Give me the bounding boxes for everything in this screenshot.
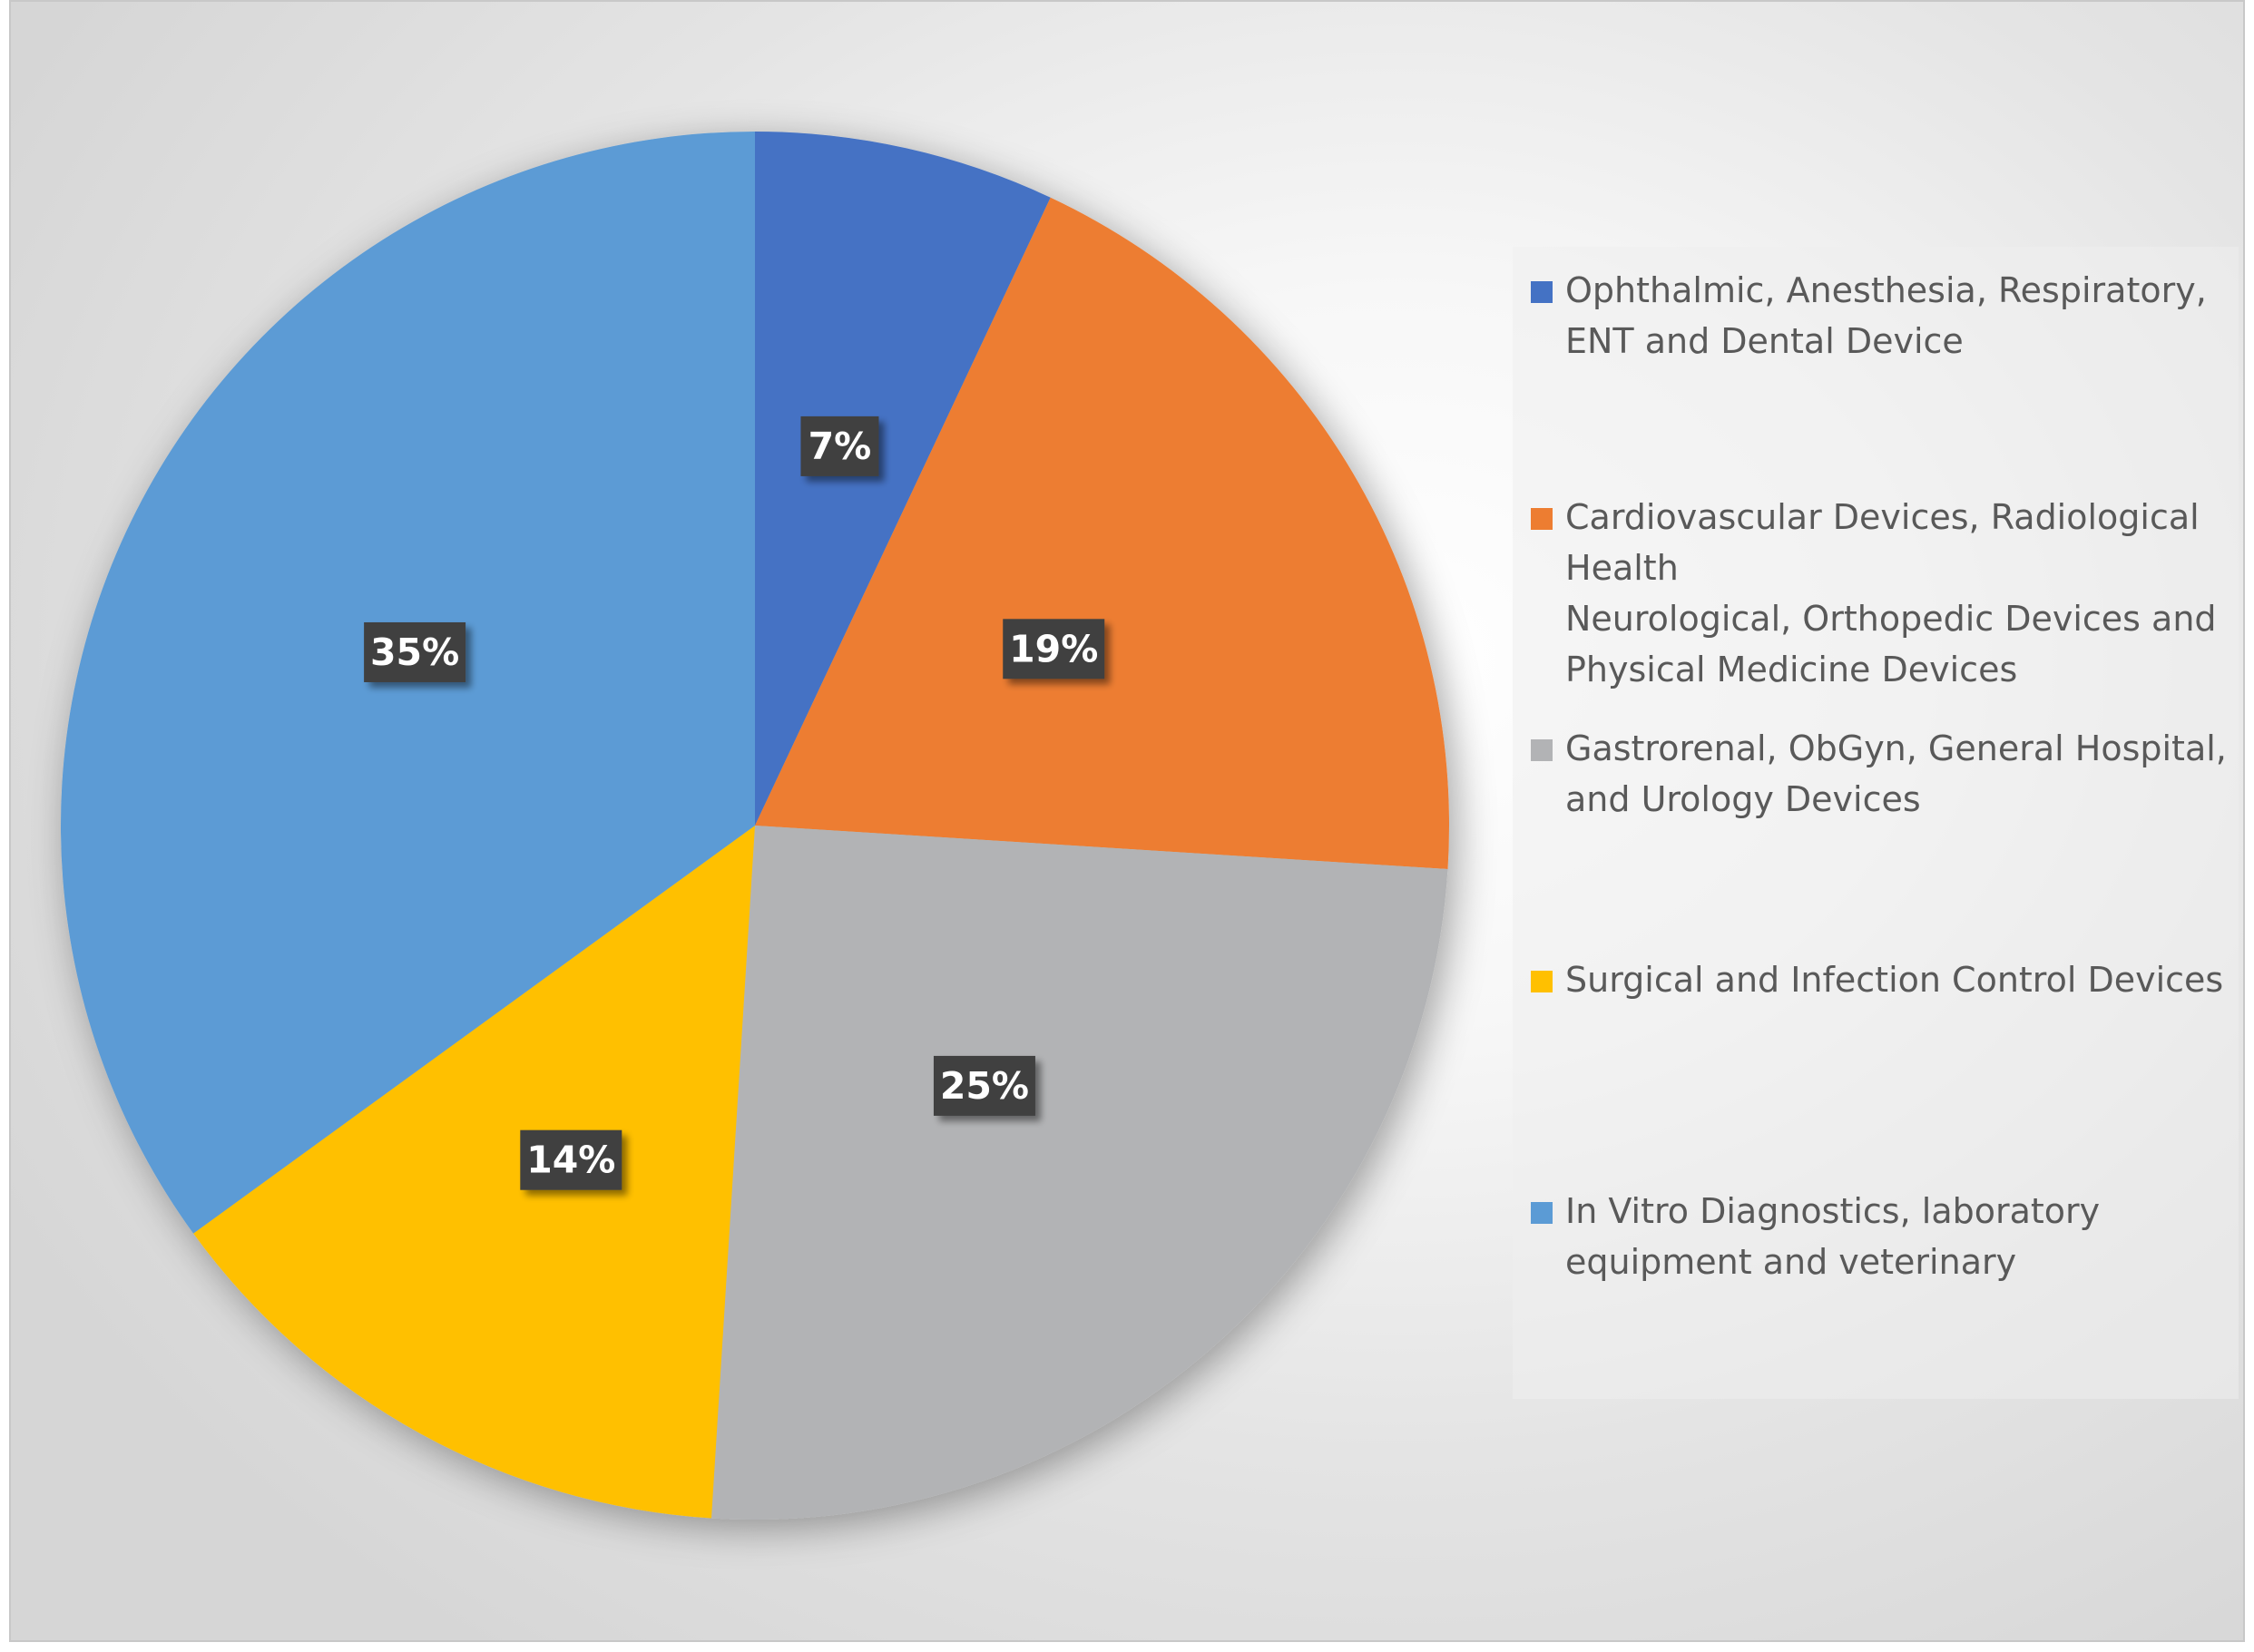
pie-slice-ophthalmic-anesthesia-respiratory <box>755 132 1051 826</box>
legend: Ophthalmic, Anesthesia, Respiratory, ENT… <box>1513 247 2239 1399</box>
legend-label: Ophthalmic, Anesthesia, Respiratory, ENT… <box>1565 270 2207 361</box>
data-label-text: 19% <box>1009 627 1098 670</box>
data-label-text: 35% <box>370 630 459 674</box>
legend-swatch <box>1531 971 1553 992</box>
legend-item-cardiovascular-devices-radiological: Cardiovascular Devices, Radiological Hea… <box>1531 492 2230 695</box>
legend-label: Surgical and Infection Control Devices <box>1565 960 2224 1000</box>
pie-slice-cardiovascular-devices-radiological <box>755 197 1449 870</box>
legend-item-ophthalmic-anesthesia-respiratory: Ophthalmic, Anesthesia, Respiratory, ENT… <box>1531 265 2230 367</box>
data-label-gastrorenal-obgyn-general: 25% <box>933 1055 1035 1116</box>
data-label-background <box>364 621 466 682</box>
data-label-background <box>800 415 879 476</box>
pie-slice-surgical-and-infection <box>193 826 756 1519</box>
legend-swatch <box>1531 1202 1553 1224</box>
chart-area: 7% 19% 25% 14% 35% Ophthalmic, Anesthesia, R… <box>9 0 2245 1642</box>
legend-label: Cardiovascular Devices, Radiological Hea… <box>1565 497 2217 689</box>
pie-slice-gastrorenal-obgyn-general <box>710 826 1448 1520</box>
legend-swatch <box>1531 508 1553 530</box>
pie-slice-in-vitro-diagnostics <box>60 132 755 1234</box>
legend-swatch <box>1531 281 1553 303</box>
data-label-background <box>520 1129 622 1190</box>
pie-slices <box>60 132 1449 1520</box>
legend-item-gastrorenal-obgyn-general: Gastrorenal, ObGyn, General Hospital, an… <box>1531 723 2230 825</box>
legend-label: Gastrorenal, ObGyn, General Hospital, an… <box>1565 728 2227 819</box>
legend-item-in-vitro-diagnostics: In Vitro Diagnostics, laboratory equipme… <box>1531 1186 2230 1287</box>
data-label-text: 25% <box>940 1064 1029 1108</box>
data-label-text: 7% <box>808 425 872 468</box>
pie-chart: 7% 19% 25% 14% 35% <box>60 132 1449 1520</box>
data-label-background <box>933 1055 1035 1116</box>
data-label-background <box>1003 619 1105 679</box>
legend-item-surgical-and-infection: Surgical and Infection Control Devices <box>1531 954 2230 1005</box>
legend-label: In Vitro Diagnostics, laboratory equipme… <box>1565 1191 2101 1282</box>
pie-data-labels: 7% 19% 25% 14% 35% <box>364 415 1105 1190</box>
legend-swatch <box>1531 739 1553 761</box>
data-label-in-vitro-diagnostics: 35% <box>364 621 466 682</box>
data-label-surgical-and-infection: 14% <box>520 1129 622 1190</box>
data-label-text: 14% <box>526 1139 615 1182</box>
data-label-ophthalmic-anesthesia-respiratory: 7% <box>800 415 879 476</box>
data-label-cardiovascular-devices-radiological: 19% <box>1003 619 1105 679</box>
